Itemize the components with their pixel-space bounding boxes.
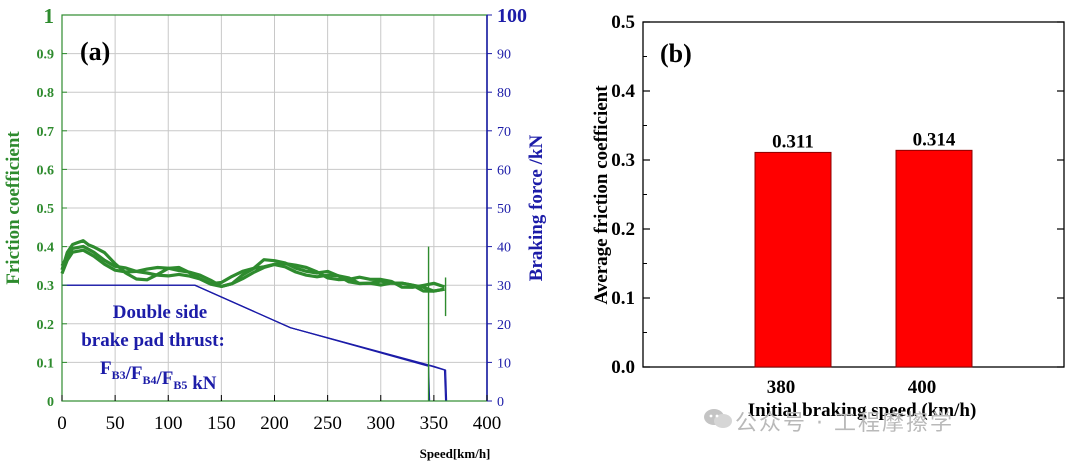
- panel-a-ytick-right-label: 30: [497, 279, 511, 294]
- panel-a-ylabel-left: Friction coefficient: [3, 131, 24, 285]
- annotation-subscript: B5: [173, 378, 187, 392]
- annotation-subscript: B3: [112, 368, 126, 382]
- friction-series-line: [60, 239, 446, 289]
- panel-a-ytick-right-label: 80: [497, 86, 511, 101]
- annotation-part: kN: [187, 373, 216, 394]
- panel-b-bars: 0.311 0.314: [754, 129, 973, 368]
- panel-a-xtick-label: 150: [207, 413, 236, 434]
- panel-a-ytick-left-label: 0: [47, 395, 54, 410]
- panel-b-ytick-label: 0.3: [611, 150, 635, 171]
- panel-a-xlabel: Speed[km/h]: [420, 446, 491, 461]
- annotation-part: /F: [125, 363, 143, 384]
- annotation-part: /F: [156, 368, 174, 389]
- panel-a-ytick-left-label: 0.7: [37, 125, 55, 140]
- friction-series-line: [60, 244, 445, 293]
- panel-a-grid: [62, 15, 487, 401]
- panel-a-ytick-left-label: 0.5: [37, 202, 55, 217]
- panel-a-ytick-left-label: 0.9: [37, 48, 55, 63]
- annotation-part: F: [100, 358, 112, 379]
- panel-a-ytick-right-label: 0: [497, 395, 504, 410]
- bar-value-label: 0.311: [772, 131, 814, 152]
- panel-a-ytick-right-label: 40: [497, 241, 511, 256]
- panel-a-xtick-label: 50: [106, 413, 125, 434]
- bar-value-label: 0.314: [913, 129, 956, 150]
- watermark-logo-icon: [704, 409, 732, 428]
- panel-a-xtick-label: 250: [313, 413, 342, 434]
- panel-a-ytick-left-label: 0.1: [37, 356, 55, 371]
- panel-a-series: [60, 239, 448, 402]
- panel-b-ytick-label: 0.5: [611, 12, 635, 33]
- panel-a-ytick-left-label: 0.4: [37, 241, 55, 256]
- panel-a-ylabel-right: Braking force /kN: [526, 135, 547, 282]
- panel-a-ytick-right-label: 60: [497, 163, 511, 178]
- panel-a-xtick-label: 200: [260, 413, 289, 434]
- panel-a-xtick-label: 400: [473, 413, 502, 434]
- panel-b-ytick-label: 0.4: [611, 81, 635, 102]
- panel-a-xtick-label: 300: [367, 413, 396, 434]
- friction-series-line: [60, 248, 445, 293]
- panel-a-xtick-label: 100: [154, 413, 183, 434]
- panel-a-ytick-left-label: 0.3: [37, 279, 55, 294]
- bar-400: [895, 149, 973, 368]
- panel-a-ytick-left-label: 0.2: [37, 318, 55, 333]
- panel-b-xlabel: Initial braking speed (km/h): [748, 400, 977, 421]
- annotation-line2: brake pad thrust:: [81, 330, 225, 351]
- annotation-line1: Double side: [113, 302, 208, 323]
- watermark-text: 公众号 · 工程摩擦学: [735, 411, 954, 436]
- panel-a-chart: 0 50 100 150 200 250 300 350 40000.10.20.30.40.5…: [3, 4, 547, 461]
- panel-a-ytick-left-label: 0.8: [37, 86, 55, 101]
- panel-a-ytick-right-label: 50: [497, 202, 511, 217]
- panel-a-ticks: 0 50 100 150 200 250 300 350 40000.10.20.30.40.5…: [37, 4, 528, 434]
- panel-b-ticks: 0.0 0.1 0.2 0.3 0.4 0.5 380 400: [611, 12, 1064, 398]
- panel-a-annotation: Double side brake pad thrust: FB3/FB4/FB…: [81, 302, 225, 394]
- annotation-line3: FB3/FB4/FB5 kN: [100, 358, 217, 394]
- panel-b-ytick-label: 0.1: [611, 288, 635, 309]
- panel-a-label: (a): [80, 37, 110, 66]
- panel-b-xtick-label: 400: [908, 377, 937, 398]
- panel-b-xtick-label: 380: [767, 377, 796, 398]
- panel-a-ytick-right-label: 10: [497, 356, 511, 371]
- panel-a-xtick-label: 0: [57, 413, 67, 434]
- panel-b-ylabel: Average friction coefficient: [591, 85, 612, 305]
- panel-b-ytick-label: 0.2: [611, 219, 635, 240]
- panel-a-ytick-right-label: 70: [497, 125, 511, 140]
- panel-b-label: (b): [660, 39, 692, 68]
- panel-a-ytick-right-label: 100: [497, 5, 527, 27]
- panel-b-ytick-label: 0.0: [611, 357, 635, 378]
- panel-a-ytick-right-label: 20: [497, 318, 511, 333]
- panel-a-ytick-right-label: 90: [497, 48, 511, 63]
- force-series-line: [62, 284, 448, 402]
- panel-a-ytick-left-label: 1: [44, 4, 55, 28]
- annotation-subscript: B4: [143, 373, 157, 387]
- panel-a-ytick-left-label: 0.6: [37, 163, 55, 178]
- panel-a-xtick-label: 350: [420, 413, 449, 434]
- bar-380: [754, 151, 832, 368]
- panel-b-frame: [642, 21, 1065, 368]
